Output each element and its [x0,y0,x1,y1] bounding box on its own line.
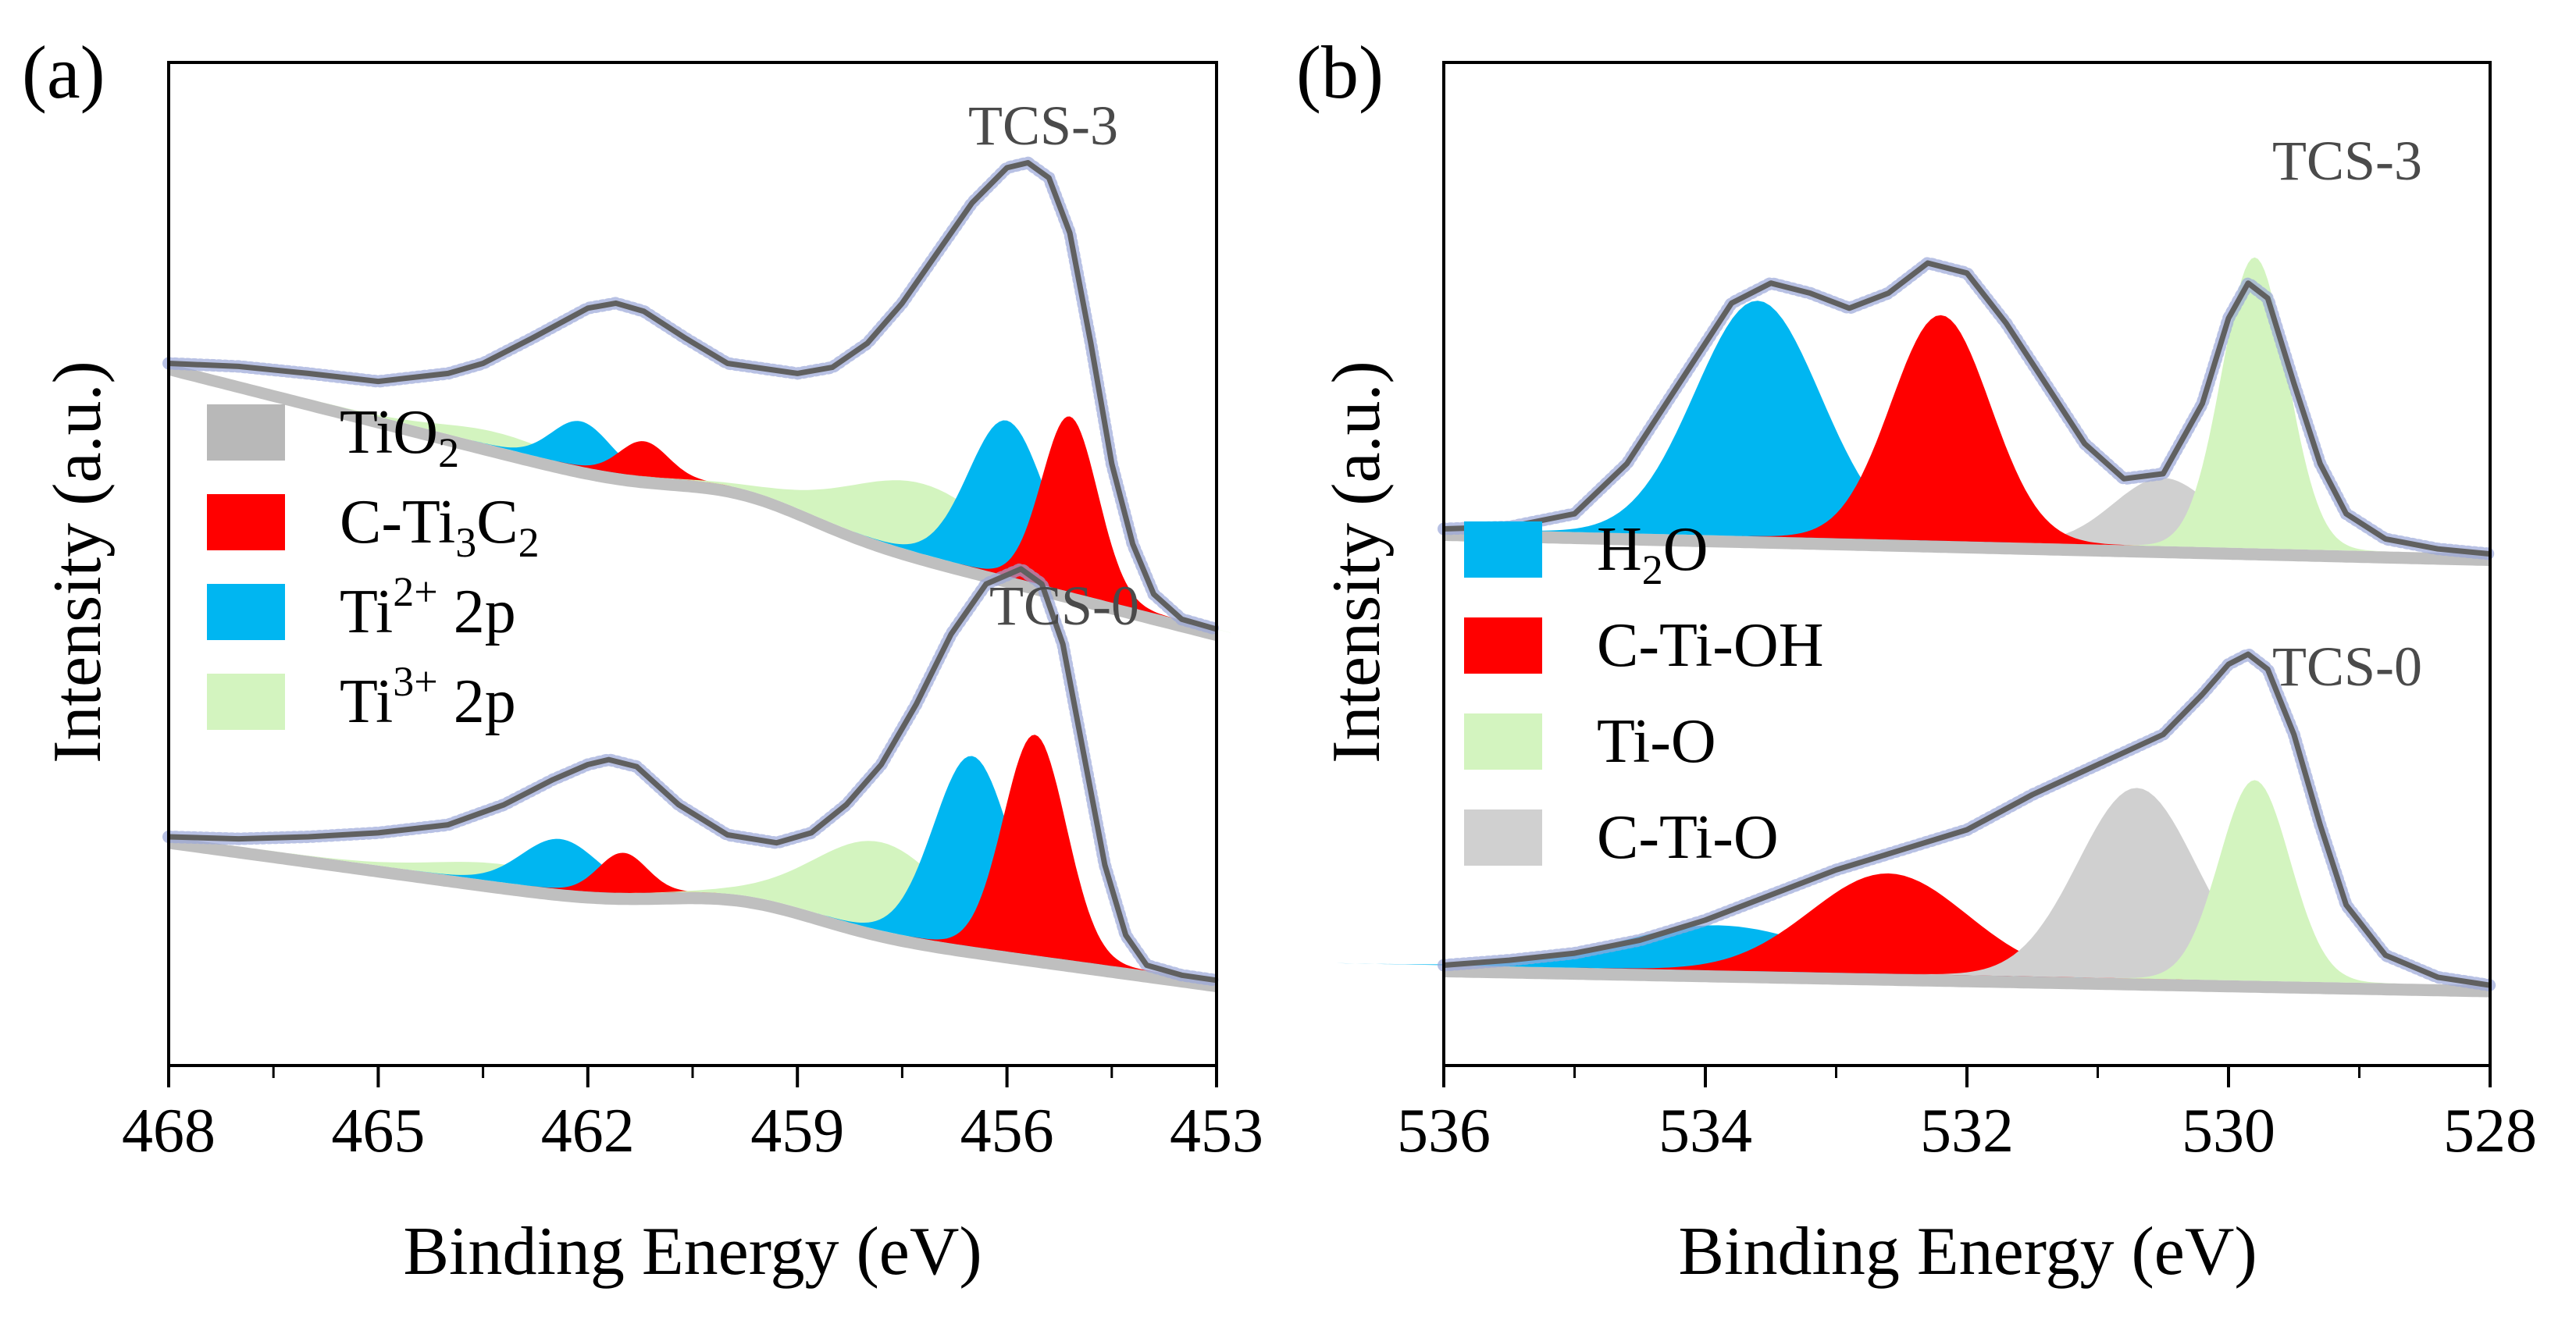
peak-tcs-3-ti-o-3 [2124,257,2385,552]
envelope-tcs-0 [1443,651,2491,988]
panel-a-xlabel: Binding Energy (eV) [403,1214,982,1290]
panel-a-components [169,363,1231,993]
x-tick-label: 530 [2182,1097,2275,1165]
panel-b-envelopes [1438,256,2496,992]
legend-label-c-ti-o: C-Ti-O [1597,803,1779,872]
envelope-tcs-3 [1443,260,2491,557]
legend-label-c-ti-oh: C-Ti-OH [1597,611,1823,680]
legend-swatch-c-ti-oh [1464,617,1542,674]
panel-b-series-label-tcs0: TCS-0 [2272,635,2422,698]
panel-b-label: (b) [1296,30,1384,114]
panel-b-ylabel: Intensity (a.u.) [1319,361,1395,763]
peak-tcs-3-ti2--4 [853,420,1161,615]
panel-a-series-label-tcs3: TCS-3 [968,94,1118,157]
x-tick-label: 534 [1659,1097,1752,1165]
x-tick-label: 456 [960,1097,1054,1165]
x-tick-label: 462 [541,1097,635,1165]
peak-tcs-3-c-ti-oh-2 [1741,315,2140,546]
panel-a-label: (a) [22,30,105,114]
peak-tcs-0-ti3--3 [615,841,1147,971]
legend-swatch-tio2 [207,404,285,461]
legend-label-ti2-: Ti2+ 2p [340,568,516,646]
peak-tcs-0-c-ti3c2-2 [525,852,721,893]
peak-tcs-3-ti3--0 [273,390,721,485]
peak-tcs-0-ti-o-3 [2113,780,2396,984]
panel-a-ylabel: Intensity (a.u.) [40,361,116,763]
x-tick-label: 453 [1170,1097,1263,1165]
baseline-band-tcs-0 [1444,965,2490,998]
legend-swatch-c-ti-o [1464,809,1542,866]
x-tick-label: 536 [1397,1097,1491,1165]
panel-b-x-axis: 536 534 532 530 528 [1397,1066,2537,1165]
peak-tcs-3-ti2--1 [463,421,699,482]
panel-b-legend: H2O C-Ti-OH Ti-O C-Ti-O [1464,515,1823,872]
legend-label-ti-o: Ti-O [1597,707,1716,776]
baseline-band-tcs-3 [1444,528,2490,567]
peak-tcs-3-h2o-1 [1506,301,2009,543]
baseline-band-tcs-3 [169,363,1217,642]
legend-swatch-ti3- [207,674,285,730]
envelope-tcs-3 [168,160,1217,632]
legend-label-ti3-: Ti3+ 2p [340,658,516,736]
legend-swatch-ti-o [1464,713,1542,770]
x-tick-label: 528 [2443,1097,2537,1165]
legend-swatch-ti2- [207,584,285,640]
legend-label-c-ti3c2: C-Ti3C2 [340,488,540,566]
panel-b-xlabel: Binding Energy (eV) [1678,1214,2257,1290]
x-tick-label: 468 [122,1097,216,1165]
peak-tcs-0-c-ti-oh-1 [1574,873,2203,980]
peak-tcs-0-ti2--4 [818,756,1126,968]
x-tick-label: 459 [750,1097,844,1165]
peak-tcs-3-c-ti-o-0 [1964,478,2362,551]
panel-a: 468 465 462 459 456 453 (a) Binding Energy (e… [22,30,1263,1290]
x-tick-label: 532 [1920,1097,2014,1165]
panel-a-x-axis: 468 465 462 459 456 453 [122,1066,1263,1165]
x-tick-label: 465 [331,1097,425,1165]
panel-b: 536 534 532 530 528 (b) Binding Energy (eV) … [1296,30,2537,1290]
legend-label-tio2: TiO2 [340,398,459,476]
envelope-tcs-0 [168,566,1217,984]
legend-swatch-h2o [1464,521,1542,578]
panel-b-series-label-tcs3: TCS-3 [2272,130,2422,192]
panel-b-components [1326,257,2490,998]
peak-tcs-0-c-ti-o-2 [1901,788,2373,984]
baseline-band-tcs-0 [169,837,1217,993]
panel-a-series-label-tcs0: TCS-0 [989,575,1139,637]
legend-label-h2o: H2O [1597,515,1708,593]
peak-tcs-0-ti2--1 [406,838,714,893]
peak-tcs-3-c-ti3c2-2 [546,441,742,489]
legend-swatch-c-ti3c2 [207,494,285,550]
panel-a-envelopes [162,155,1223,987]
peak-tcs-0-c-ti3c2-5 [909,735,1161,973]
